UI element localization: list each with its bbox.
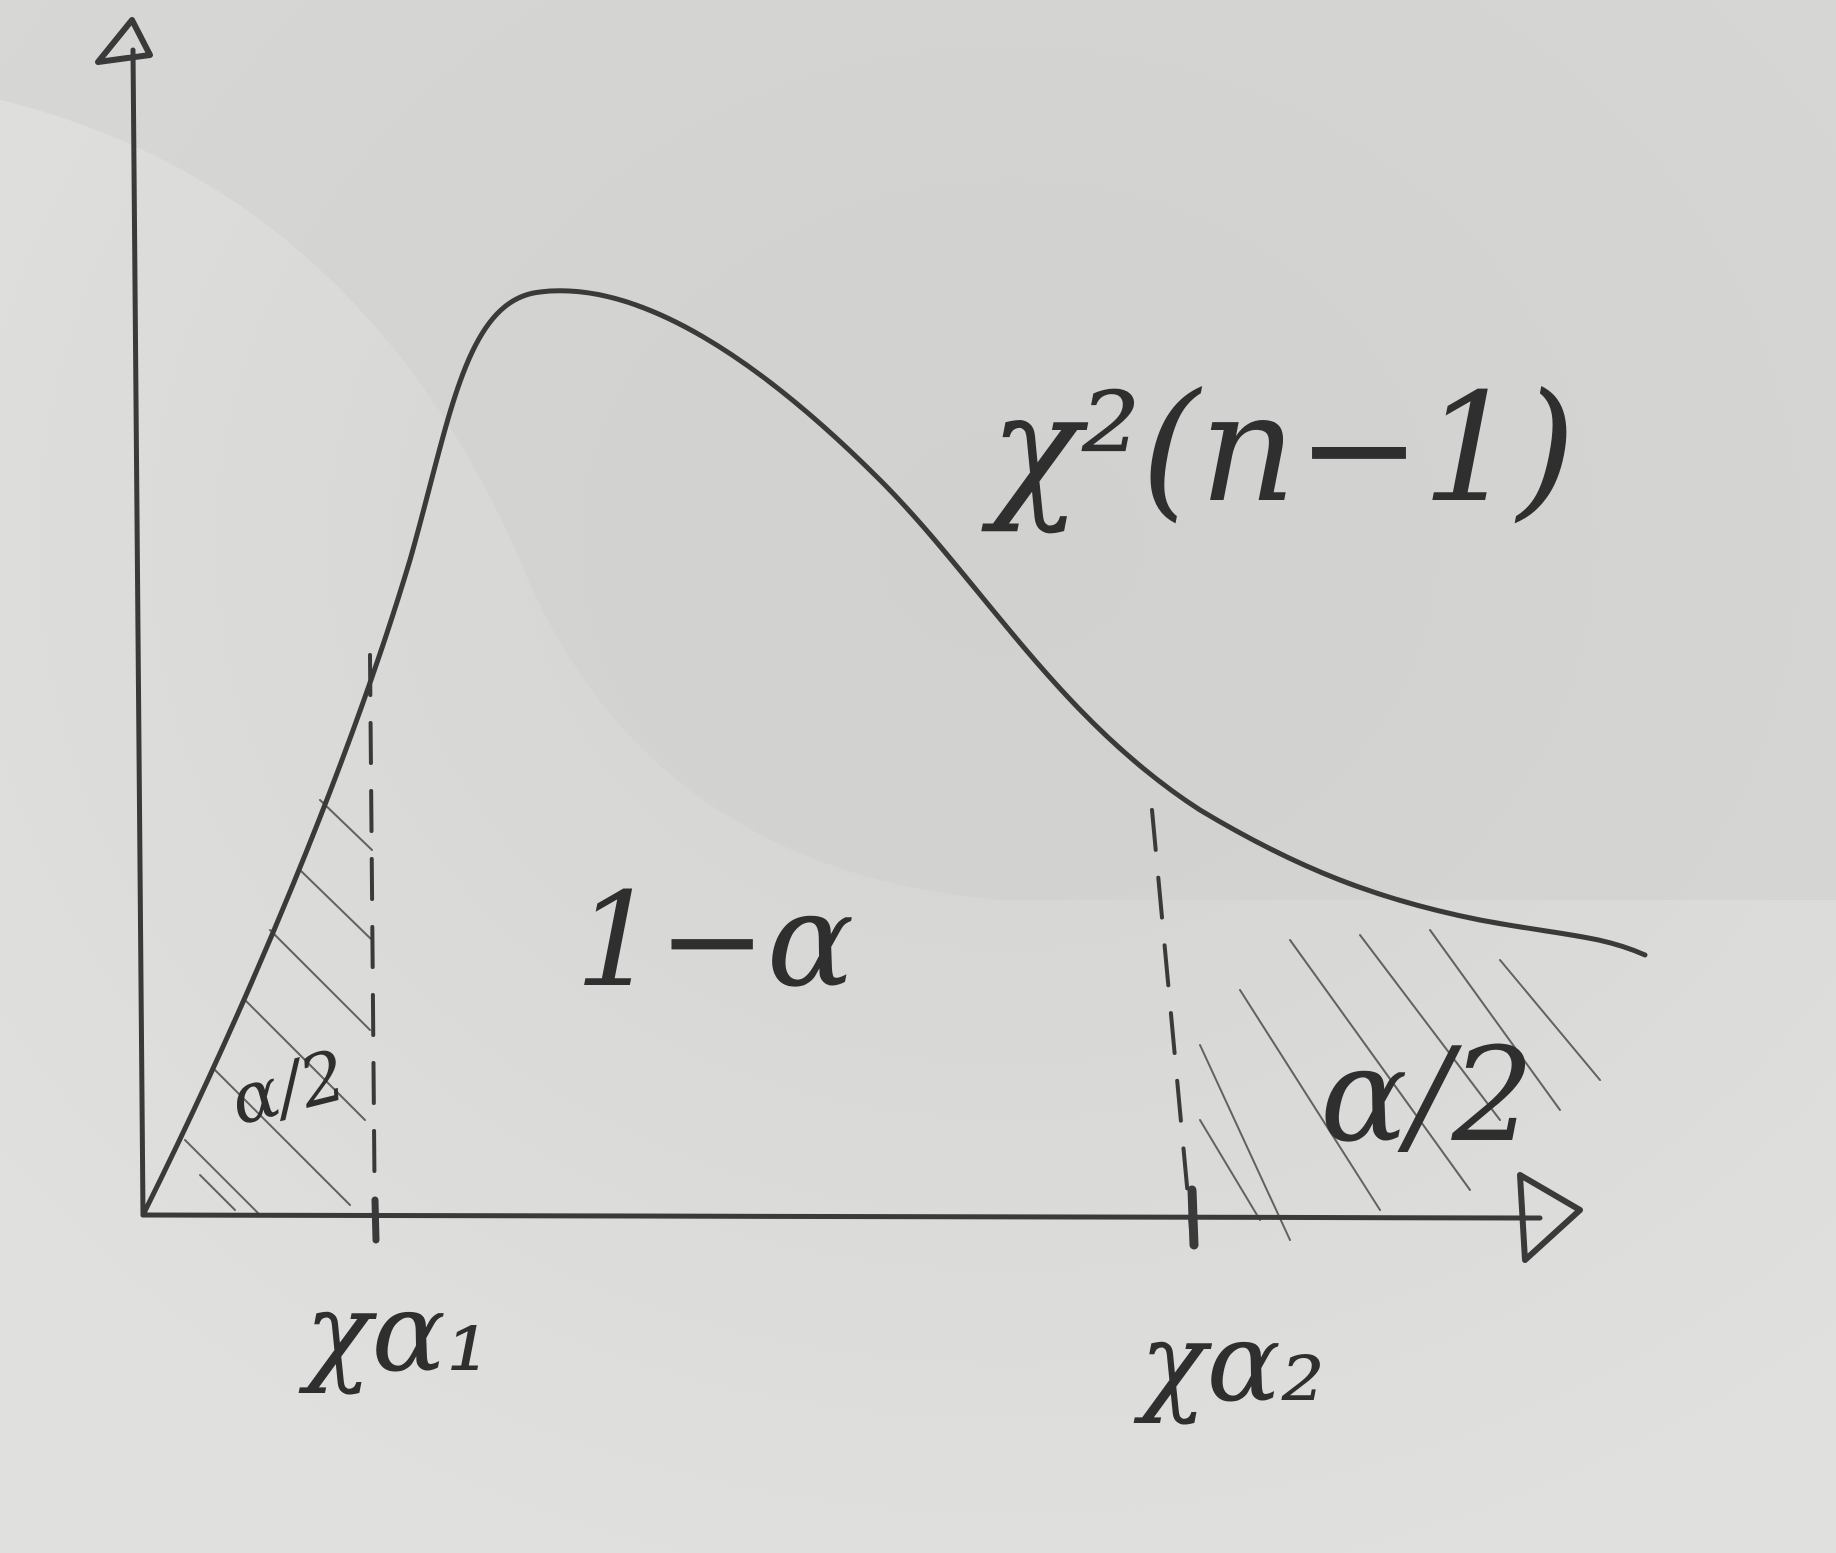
left-quantile-line bbox=[368, 653, 377, 1242]
right-quantile-label: χα₂ bbox=[1133, 1298, 1325, 1426]
shadow-band bbox=[0, 0, 1836, 900]
left-tail-hatching bbox=[184, 799, 373, 1216]
left-quantile-label: χα₁ bbox=[298, 1268, 490, 1396]
right-tail-hatching bbox=[1199, 929, 1601, 1241]
left-quantile-tick bbox=[371, 1196, 380, 1244]
curve-label: χ²(n−1) bbox=[981, 362, 1576, 536]
y-axis-arrowhead bbox=[95, 17, 153, 65]
middle-area-label: 1−α bbox=[575, 864, 854, 1016]
right-quantile-tick bbox=[1187, 1185, 1199, 1250]
right-tail-label: α/2 bbox=[1320, 1019, 1534, 1171]
x-axis bbox=[140, 1212, 1543, 1221]
right-quantile-line bbox=[1150, 808, 1194, 1242]
density-curve bbox=[140, 288, 1648, 1218]
x-axis-arrowhead bbox=[1517, 1172, 1583, 1263]
y-axis bbox=[130, 47, 146, 1218]
